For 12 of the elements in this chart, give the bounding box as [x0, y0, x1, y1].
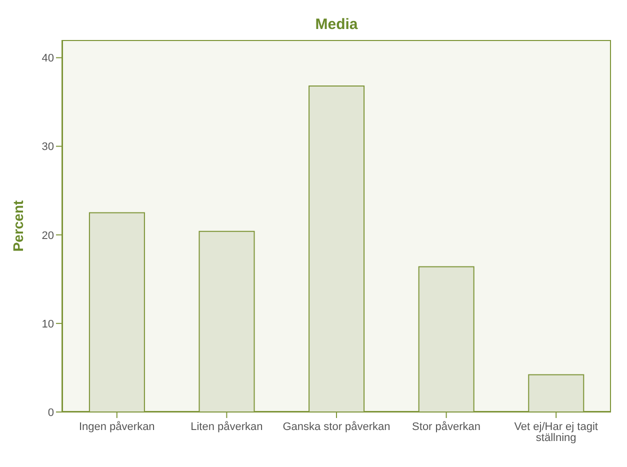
x-tick-label: Liten påverkan: [190, 421, 263, 433]
chart-title: Media: [314, 16, 359, 33]
y-tick-label: 10: [42, 318, 54, 330]
y-tick-label: 40: [42, 52, 54, 65]
x-tick-label: Ganska stor påverkan: [282, 421, 390, 433]
x-tick-label: Stor påverkan: [412, 421, 481, 433]
x-tick-label: Ingen påverkan: [78, 421, 155, 433]
x-tick-label: Vet ej/Har ej tagit ställning: [514, 421, 598, 444]
y-axis-title: Percent: [10, 200, 26, 252]
y-tick-label: 20: [42, 230, 54, 242]
y-tick-label: 30: [42, 141, 54, 154]
y-tick-label: 0: [48, 406, 54, 419]
